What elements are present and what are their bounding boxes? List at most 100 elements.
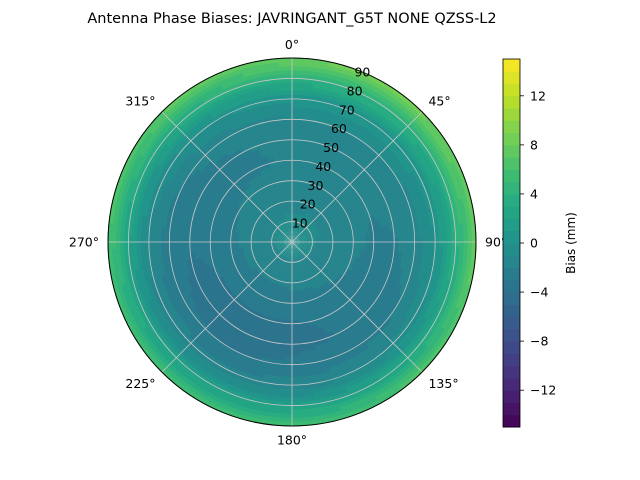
contour-cell xyxy=(372,226,378,234)
contour-cell xyxy=(202,269,209,278)
contour-cell xyxy=(271,144,280,151)
contour-cell xyxy=(293,233,295,239)
contour-cell xyxy=(136,314,148,329)
contour-cell xyxy=(364,373,378,384)
contour-cell xyxy=(300,375,313,382)
contour-cell xyxy=(265,252,271,257)
contour-cell xyxy=(301,210,306,216)
contour-cell xyxy=(276,271,281,278)
contour-cell xyxy=(243,107,256,116)
contour-cell xyxy=(285,155,293,161)
contour-cell xyxy=(379,179,389,190)
contour-cell xyxy=(230,230,236,237)
contour-cell xyxy=(315,413,331,421)
contour-cell xyxy=(159,189,168,201)
contour-cell xyxy=(272,213,277,219)
contour-cell xyxy=(144,276,153,290)
contour-cell xyxy=(298,233,303,237)
contour-cell xyxy=(304,333,313,340)
contour-cell xyxy=(283,135,293,141)
contour-cell xyxy=(266,66,281,73)
colorbar-band xyxy=(503,83,520,97)
contour-cell xyxy=(197,105,211,117)
contour-cell xyxy=(416,283,425,295)
contour-cell xyxy=(291,127,301,132)
contour-cell xyxy=(181,284,190,295)
contour-cell xyxy=(361,205,369,214)
contour-cell xyxy=(170,173,180,186)
contour-cell xyxy=(352,352,365,362)
contour-cell xyxy=(280,219,284,224)
contour-cell xyxy=(303,411,318,418)
contour-cell xyxy=(382,380,397,392)
contour-cell xyxy=(237,118,250,127)
contour-cell xyxy=(301,383,314,390)
contour-cell xyxy=(363,335,375,346)
contour-cell xyxy=(436,155,448,170)
contour-cell xyxy=(298,143,307,149)
contour-cell xyxy=(281,260,286,266)
contour-cell xyxy=(197,231,203,240)
contour-cell xyxy=(293,249,296,255)
contour-cell xyxy=(315,63,331,71)
colorbar-band xyxy=(503,218,520,232)
contour-cell xyxy=(300,371,312,378)
contour-cell xyxy=(190,329,202,340)
contour-cell xyxy=(172,126,185,139)
contour-cell xyxy=(252,59,268,67)
contour-cell xyxy=(383,296,392,307)
contour-cell xyxy=(294,200,298,206)
contour-cell xyxy=(350,330,361,340)
contour-cell xyxy=(295,221,298,227)
contour-cell xyxy=(272,325,281,332)
contour-cell xyxy=(299,293,305,300)
contour-cell xyxy=(390,291,400,303)
contour-cell xyxy=(401,245,407,255)
contour-cell xyxy=(429,311,440,325)
contour-cell xyxy=(391,148,403,160)
contour-cell xyxy=(267,246,273,250)
contour-cell xyxy=(400,306,410,319)
contour-cell xyxy=(453,160,464,176)
contour-cell xyxy=(279,240,284,242)
contour-cell xyxy=(344,91,358,101)
contour-cell xyxy=(383,194,392,205)
contour-cell xyxy=(302,156,311,163)
contour-cell xyxy=(281,172,288,178)
contour-cell xyxy=(298,251,302,257)
contour-cell xyxy=(277,220,282,226)
contour-cell xyxy=(276,233,282,237)
contour-cell xyxy=(237,151,247,160)
contour-cell xyxy=(302,258,307,264)
contour-cell xyxy=(140,312,151,327)
contour-cell xyxy=(409,290,418,302)
contour-cell xyxy=(298,218,303,224)
contour-cell xyxy=(152,196,161,210)
contour-cell xyxy=(198,270,205,280)
contour-cell xyxy=(155,187,164,200)
contour-cell xyxy=(169,150,180,163)
contour-cell xyxy=(285,253,288,258)
contour-cell xyxy=(302,70,317,77)
contour-cell xyxy=(311,255,317,260)
contour-cell xyxy=(143,299,153,313)
contour-cell xyxy=(307,219,313,225)
contour-cell xyxy=(284,237,289,240)
contour-cell xyxy=(295,249,299,254)
colorbar-band xyxy=(503,230,520,244)
contour-cell xyxy=(291,172,298,177)
contour-cell xyxy=(281,234,286,238)
contour-cell xyxy=(379,159,390,170)
contour-cell xyxy=(294,192,300,198)
contour-cell xyxy=(423,321,435,335)
contour-cell xyxy=(377,232,383,240)
contour-cell xyxy=(277,172,284,179)
contour-cell xyxy=(185,172,195,184)
contour-cell xyxy=(195,294,205,305)
contour-cell xyxy=(147,309,158,323)
contour-cell xyxy=(276,245,281,249)
contour-cell xyxy=(273,363,285,369)
contour-cell xyxy=(246,246,252,251)
colorbar-label: Bias (mm) xyxy=(564,212,578,274)
contour-cell xyxy=(297,232,301,237)
